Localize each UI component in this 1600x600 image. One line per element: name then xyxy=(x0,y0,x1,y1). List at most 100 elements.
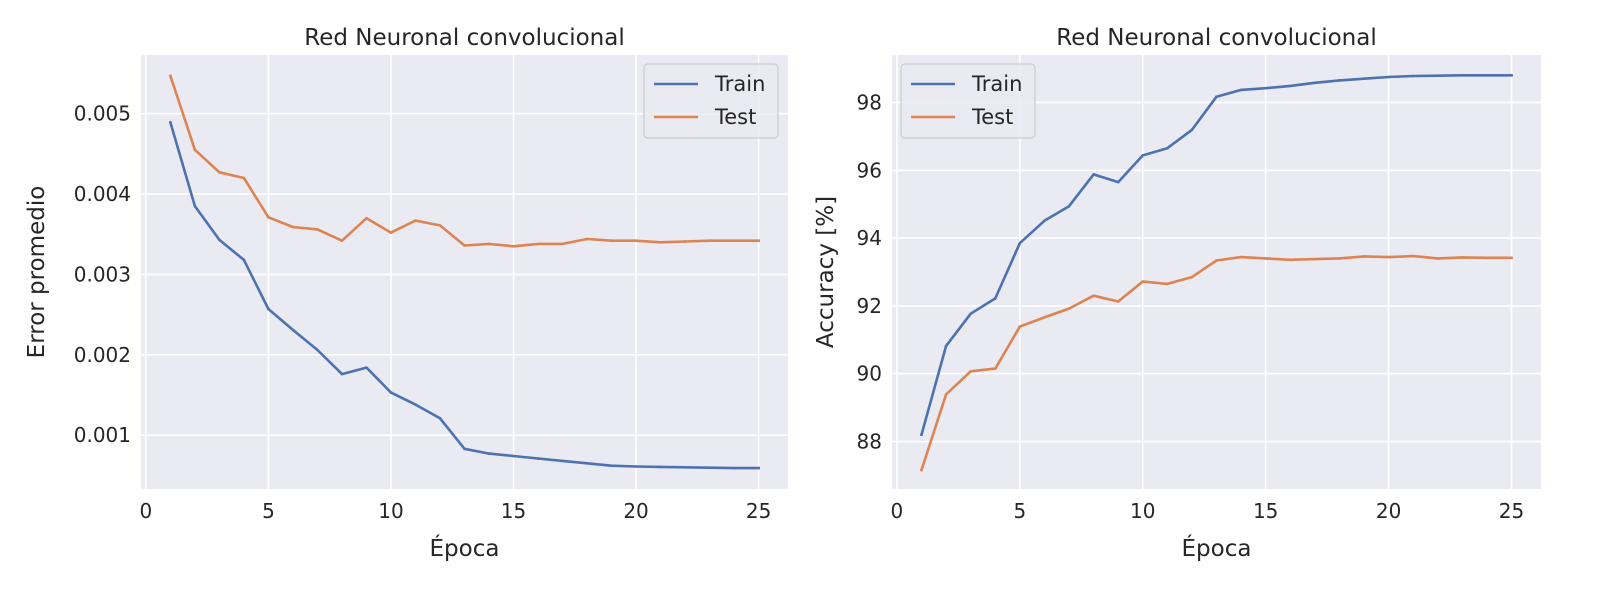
accuracy-data-point-train xyxy=(1239,88,1243,92)
error-data-point-test xyxy=(487,242,491,246)
accuracy-data-point-test xyxy=(1362,255,1366,258)
accuracy-x-tick-label: 15 xyxy=(1253,499,1278,523)
accuracy-legend-label-test: Test xyxy=(971,105,1013,129)
accuracy-data-point-train xyxy=(1092,173,1095,176)
error-y-tick-label: 0.001 xyxy=(74,423,131,447)
accuracy-data-point-train xyxy=(1411,74,1415,78)
error-data-point-test xyxy=(561,242,564,246)
accuracy-y-tick-label: 90 xyxy=(857,362,882,386)
error-data-point-test xyxy=(169,74,172,78)
error-data-point-test xyxy=(512,244,515,248)
error-data-point-train xyxy=(414,403,417,406)
error-data-point-test xyxy=(463,244,466,247)
error-data-point-test xyxy=(316,228,319,231)
accuracy-data-point-train xyxy=(1362,77,1366,81)
error-data-point-test xyxy=(683,240,687,243)
accuracy-data-point-train xyxy=(1436,74,1440,77)
error-data-point-train xyxy=(389,391,393,394)
error-data-point-test xyxy=(218,171,221,174)
accuracy-data-point-test xyxy=(1436,257,1440,260)
accuracy-legend: Train Test xyxy=(900,63,1036,139)
accuracy-chart-title: Red Neuronal convolucional xyxy=(1056,25,1376,51)
accuracy-data-point-test xyxy=(1313,257,1317,261)
error-legend-box xyxy=(643,63,779,139)
accuracy-x-tick-label: 20 xyxy=(1376,499,1401,523)
error-data-point-train xyxy=(561,459,564,463)
error-data-point-train xyxy=(512,454,515,458)
accuracy-data-point-train xyxy=(1461,74,1464,77)
accuracy-y-tick-label: 92 xyxy=(857,294,882,318)
error-data-point-train xyxy=(610,464,613,467)
error-data-point-train xyxy=(757,466,760,470)
accuracy-data-point-test xyxy=(1485,256,1489,260)
accuracy-x-tick-label: 0 xyxy=(891,499,904,523)
error-y-axis-label: Error promedio xyxy=(24,186,50,359)
error-y-tick-label: 0.004 xyxy=(74,182,131,206)
error-data-point-train xyxy=(169,121,172,124)
error-data-point-test xyxy=(732,239,736,242)
accuracy-data-point-test xyxy=(1264,257,1267,260)
error-data-point-test xyxy=(438,224,442,227)
error-data-point-train xyxy=(708,466,711,470)
accuracy-data-point-test xyxy=(1018,325,1022,328)
error-data-point-test xyxy=(585,237,589,241)
accuracy-data-point-test xyxy=(1338,257,1341,260)
error-data-point-test xyxy=(389,231,393,234)
error-chart-title: Red Neuronal convolucional xyxy=(304,25,624,51)
accuracy-data-point-train xyxy=(1387,75,1390,79)
error-legend-label-test: Test xyxy=(714,105,756,129)
error-data-point-test xyxy=(365,216,368,220)
accuracy-data-point-train xyxy=(1141,154,1145,157)
accuracy-data-point-test xyxy=(944,393,948,396)
error-data-point-train xyxy=(536,457,540,460)
accuracy-data-point-train xyxy=(969,312,972,316)
accuracy-data-point-test xyxy=(1166,282,1169,286)
accuracy-legend-box xyxy=(900,63,1036,139)
error-y-tick-label: 0.002 xyxy=(74,343,131,367)
error-data-point-train xyxy=(291,328,295,332)
accuracy-data-point-train xyxy=(1313,81,1317,85)
accuracy-data-point-test xyxy=(1411,254,1415,258)
accuracy-x-tick-label: 10 xyxy=(1130,499,1155,523)
accuracy-y-axis-label: Accuracy [%] xyxy=(813,196,839,348)
error-data-point-test xyxy=(193,148,197,152)
accuracy-data-point-test xyxy=(1239,255,1243,259)
error-data-point-test xyxy=(414,219,417,222)
error-data-point-train xyxy=(438,416,442,420)
accuracy-data-point-test xyxy=(920,468,923,472)
accuracy-data-point-train xyxy=(1018,241,1022,245)
error-legend-label-train: Train xyxy=(714,72,765,96)
accuracy-y-tick-label: 94 xyxy=(857,226,882,250)
error-y-tick-label: 0.005 xyxy=(74,102,131,126)
error-data-point-test xyxy=(291,225,295,229)
error-chart-panel: 0 5 10 15 20 25 0.001 0.002 0.003 0.004 0.005 Red N… xyxy=(24,25,788,562)
error-x-tick-label: 0 xyxy=(140,499,153,523)
error-x-tick-label: 20 xyxy=(623,499,648,523)
accuracy-data-point-test xyxy=(1092,294,1095,298)
accuracy-data-point-train xyxy=(1166,146,1169,150)
error-data-point-test xyxy=(340,239,344,242)
error-data-point-train xyxy=(316,348,319,352)
error-data-point-train xyxy=(659,465,662,469)
error-data-point-test xyxy=(757,239,760,242)
error-data-point-train xyxy=(242,258,246,262)
accuracy-data-point-train xyxy=(1510,74,1513,77)
accuracy-data-point-train xyxy=(1338,79,1341,82)
error-x-tick-label: 25 xyxy=(746,499,771,523)
error-data-point-test xyxy=(659,240,662,244)
error-data-point-train xyxy=(218,238,221,242)
accuracy-data-point-test xyxy=(1190,275,1194,279)
accuracy-data-point-test xyxy=(1141,280,1145,283)
accuracy-data-point-test xyxy=(1067,307,1071,310)
accuracy-legend-label-train: Train xyxy=(971,72,1022,96)
accuracy-data-point-test xyxy=(1116,300,1120,303)
accuracy-y-tick-label: 98 xyxy=(857,90,882,114)
error-data-point-train xyxy=(267,307,270,311)
error-data-point-train xyxy=(365,366,368,369)
error-x-tick-label: 5 xyxy=(262,499,275,523)
error-data-point-train xyxy=(193,204,197,208)
accuracy-data-point-train xyxy=(1485,74,1489,77)
error-x-axis-label: Época xyxy=(430,534,500,562)
accuracy-y-tick-label: 96 xyxy=(857,158,882,182)
